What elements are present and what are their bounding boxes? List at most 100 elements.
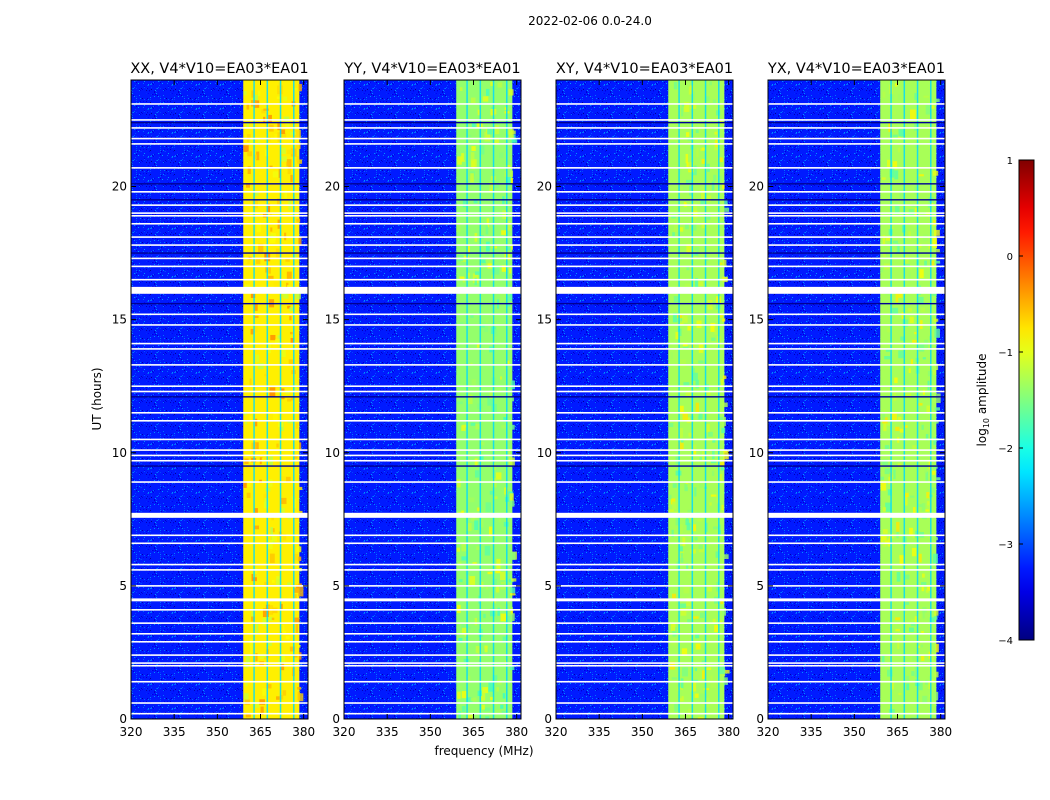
data-gap: [344, 459, 521, 462]
x-tick-label: 335: [163, 725, 186, 739]
data-gap: [344, 214, 521, 217]
data-gap: [768, 702, 945, 704]
dark-row: [344, 199, 521, 201]
data-gap: [556, 244, 733, 246]
data-gap: [768, 390, 945, 393]
dark-row: [131, 199, 308, 201]
channel-line: [293, 80, 295, 719]
channel-line: [691, 80, 694, 719]
data-gap: [131, 191, 308, 193]
data-gap: [556, 119, 733, 121]
data-gap: [768, 569, 945, 571]
data-gap: [556, 654, 733, 656]
y-tick-label: 15: [537, 313, 552, 327]
data-gap: [344, 654, 521, 656]
data-gap: [131, 680, 308, 683]
data-gap: [344, 257, 521, 260]
data-gap: [131, 633, 308, 635]
x-tick-label: 365: [886, 725, 909, 739]
data-gap: [768, 143, 945, 145]
data-gap: [768, 712, 945, 715]
data-gap: [344, 287, 521, 293]
data-gap: [556, 143, 733, 145]
channel-line: [492, 80, 495, 719]
channel-line: [253, 80, 255, 719]
channel-line: [466, 80, 468, 719]
data-gap: [131, 342, 308, 345]
data-gap: [556, 542, 733, 545]
data-gap: [556, 324, 733, 326]
colorbar-label: log10 amplitude: [975, 354, 991, 447]
panel-frame: [130, 79, 309, 720]
panel-4: YX, V4*V10=EA03*EA01 320 335 350 365 380 0 5 10 1…: [749, 61, 952, 739]
data-gap: [556, 569, 733, 571]
y-tick-label: 5: [756, 579, 764, 593]
dark-row: [768, 396, 945, 398]
y-tick-label: 0: [119, 712, 127, 726]
data-gap: [344, 324, 521, 326]
data-gap: [556, 599, 733, 602]
data-gap: [131, 438, 308, 441]
data-gap: [768, 512, 945, 518]
data-gap: [768, 438, 945, 441]
x-axis-label: frequency (MHz): [434, 744, 533, 758]
data-gap: [556, 412, 733, 414]
data-gap: [768, 313, 945, 316]
dark-row: [344, 252, 521, 254]
y-tick-label: 5: [119, 579, 127, 593]
data-gap: [768, 513, 945, 515]
data-gap: [131, 542, 308, 545]
data-gap: [344, 712, 521, 715]
data-gap: [344, 167, 521, 169]
data-gap: [768, 236, 945, 238]
data-gap: [344, 119, 521, 121]
data-gap: [556, 420, 733, 422]
dark-row: [344, 302, 521, 305]
data-gap: [556, 390, 733, 393]
data-gap: [344, 449, 521, 451]
data-gap: [131, 385, 308, 387]
data-gap: [344, 534, 521, 537]
channel-line: [890, 80, 892, 719]
panel-1: XX, V4*V10=EA03*EA01 320 335 350 365 380 0 5 10 1…: [112, 61, 315, 739]
channel-line: [678, 80, 680, 719]
data-gap: [344, 542, 521, 545]
data-gap: [768, 680, 945, 683]
data-gap: [344, 598, 521, 600]
data-gap: [556, 292, 733, 294]
data-gap: [131, 512, 308, 518]
data-gap: [556, 313, 733, 316]
data-gap: [344, 348, 521, 350]
dark-row: [768, 302, 945, 305]
panel-frame: [343, 79, 522, 720]
data-gap: [344, 664, 521, 667]
x-tick-label: 380: [717, 725, 740, 739]
colorbar-tick-label: −2: [998, 444, 1013, 455]
x-tick-label: 350: [419, 725, 442, 739]
data-gap: [344, 454, 521, 457]
data-gap: [556, 664, 733, 667]
x-tick-label: 350: [843, 725, 866, 739]
dark-row: [768, 465, 945, 467]
data-gap: [768, 287, 945, 293]
colorbar-tick-label: 0: [1007, 252, 1013, 263]
y-axis-label: UT (hours): [90, 367, 104, 430]
y-tick-label: 0: [544, 712, 552, 726]
data-gap: [131, 236, 308, 238]
data-gap: [344, 412, 521, 414]
x-tick-label: 335: [588, 725, 611, 739]
data-gap: [131, 569, 308, 571]
data-gap: [131, 654, 308, 656]
data-gap: [131, 534, 308, 537]
data-gap: [768, 286, 945, 289]
data-gap: [768, 324, 945, 326]
dark-row: [556, 465, 733, 467]
data-gap: [131, 598, 308, 600]
data-gap: [556, 598, 733, 600]
data-gap: [556, 513, 733, 515]
data-gap: [344, 244, 521, 246]
data-gap: [768, 127, 945, 129]
data-gap: [131, 257, 308, 260]
y-tick-label: 5: [332, 579, 340, 593]
data-gap: [556, 609, 733, 611]
